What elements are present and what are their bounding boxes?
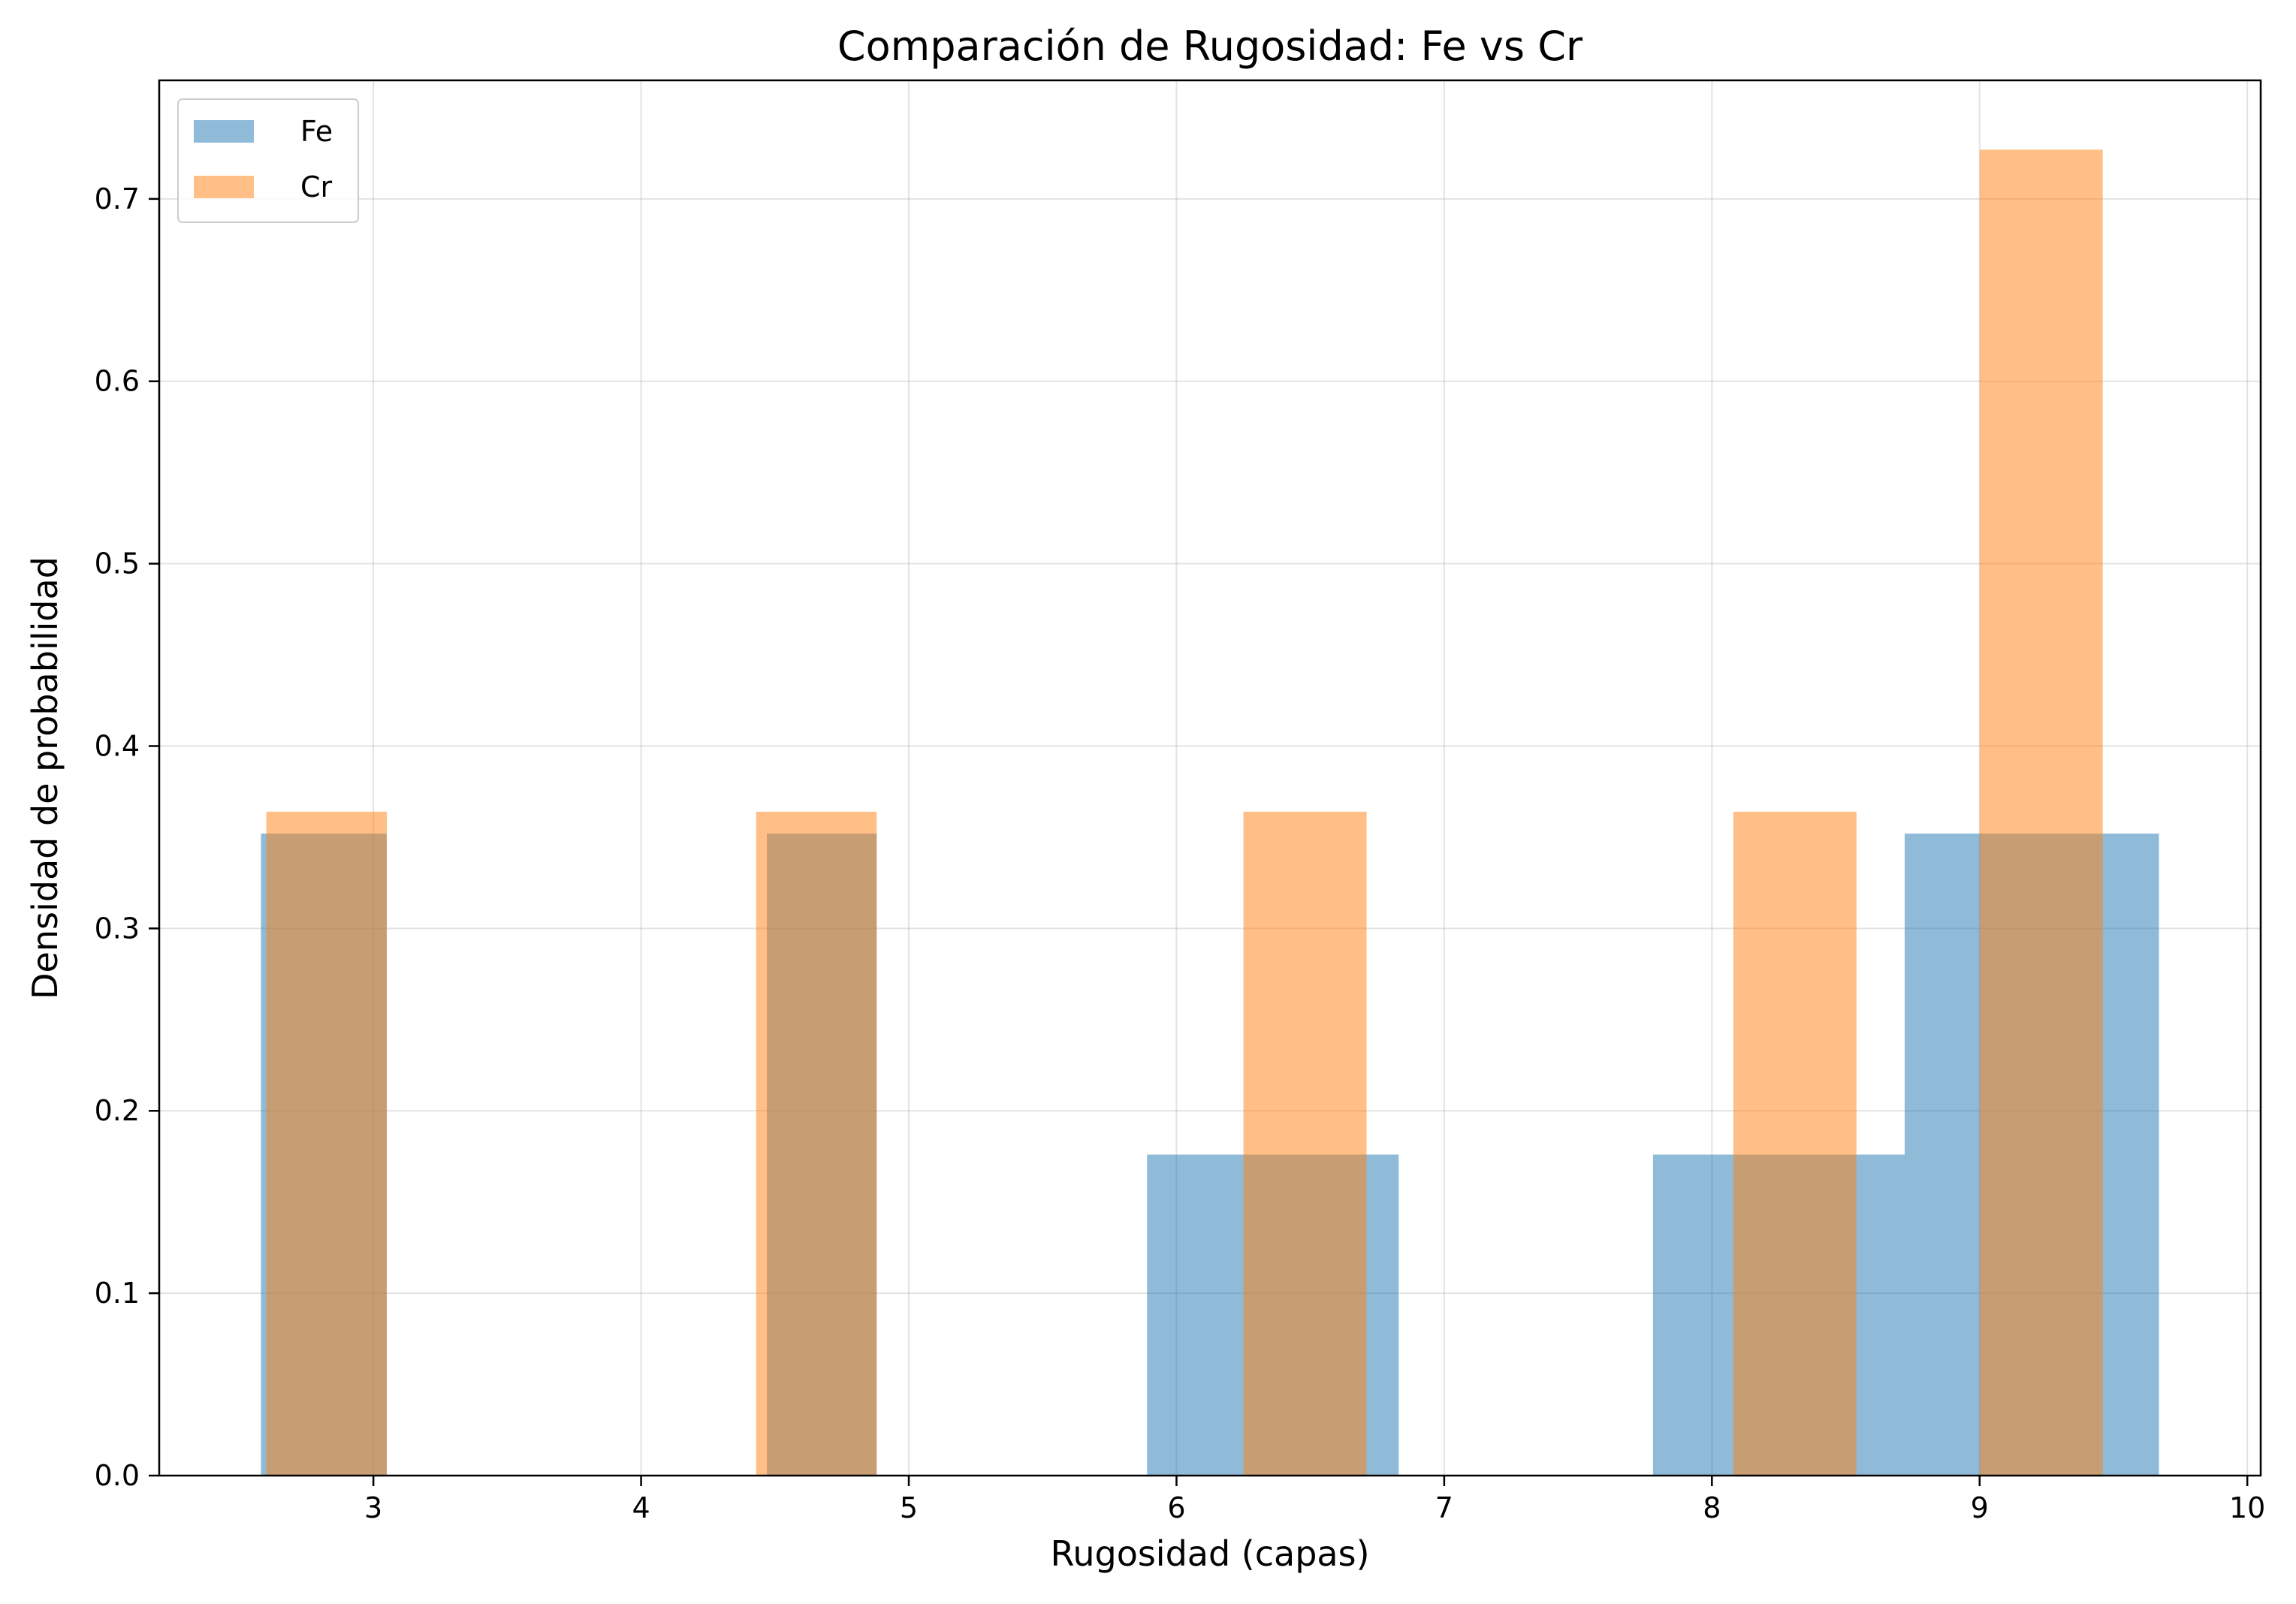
bars-layer xyxy=(261,149,2159,1476)
axis-ticks: 3 4 5 6 7 8 9 10 0.0 0.1 0.2 0.3 0.4 0.5 0.6 0.7 xyxy=(95,182,2266,1524)
y-tick-label: 0.0 xyxy=(95,1459,140,1492)
y-tick-label: 0.5 xyxy=(95,547,140,580)
bar-cr xyxy=(1733,811,1857,1476)
y-tick-label: 0.7 xyxy=(95,182,140,216)
x-axis-label: Rugosidad (capas) xyxy=(1050,1533,1369,1574)
x-tick-label: 6 xyxy=(1167,1491,1185,1524)
bar-cr xyxy=(1243,811,1367,1476)
legend-label-fe: Fe xyxy=(300,115,333,148)
legend-swatch-fe xyxy=(194,120,254,143)
y-tick-label: 0.1 xyxy=(95,1277,140,1310)
legend-label-cr: Cr xyxy=(300,170,333,204)
chart-title: Comparación de Rugosidad: Fe vs Cr xyxy=(837,23,1583,70)
y-tick-label: 0.3 xyxy=(95,912,140,945)
x-tick-label: 4 xyxy=(632,1491,650,1524)
x-tick-label: 5 xyxy=(900,1491,918,1524)
bar-cr xyxy=(266,811,387,1476)
plot-frame xyxy=(158,79,2262,1477)
bar-cr xyxy=(756,811,877,1476)
x-tick-label: 8 xyxy=(1703,1491,1721,1524)
y-tick-label: 0.2 xyxy=(95,1094,140,1127)
grid-lines xyxy=(159,80,2261,1476)
x-tick-label: 3 xyxy=(364,1491,382,1524)
y-axis-label: Densidad de probabilidad xyxy=(25,556,65,999)
y-tick-label: 0.6 xyxy=(95,365,140,398)
legend: Fe Cr xyxy=(177,98,359,223)
bar-cr xyxy=(1979,149,2103,1476)
x-tick-label: 9 xyxy=(1971,1491,1989,1524)
legend-swatch-cr xyxy=(194,176,254,198)
x-tick-label: 10 xyxy=(2229,1491,2265,1524)
y-tick-label: 0.4 xyxy=(95,729,140,762)
x-tick-label: 7 xyxy=(1435,1491,1453,1524)
